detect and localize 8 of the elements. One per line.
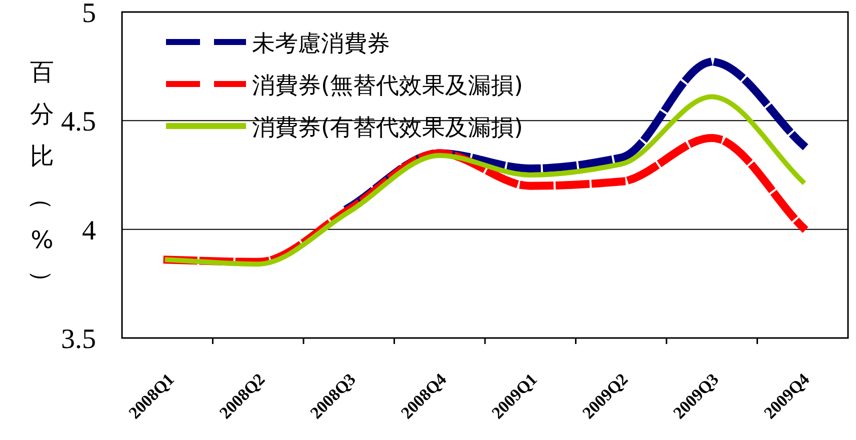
legend-label: 消費券(無替代效果及漏損) <box>252 73 523 99</box>
y-tick-label: 3.5 <box>61 324 96 355</box>
legend-label: 未考慮消費券 <box>252 31 390 57</box>
y-tick-label: 5 <box>82 0 96 29</box>
y-tick-label: 4.5 <box>61 106 96 138</box>
y-tick-label: 4 <box>82 215 96 246</box>
y-axis-title: 百分比（%） <box>28 58 56 294</box>
legend-label: 消費券(有替代效果及漏損) <box>252 115 523 141</box>
